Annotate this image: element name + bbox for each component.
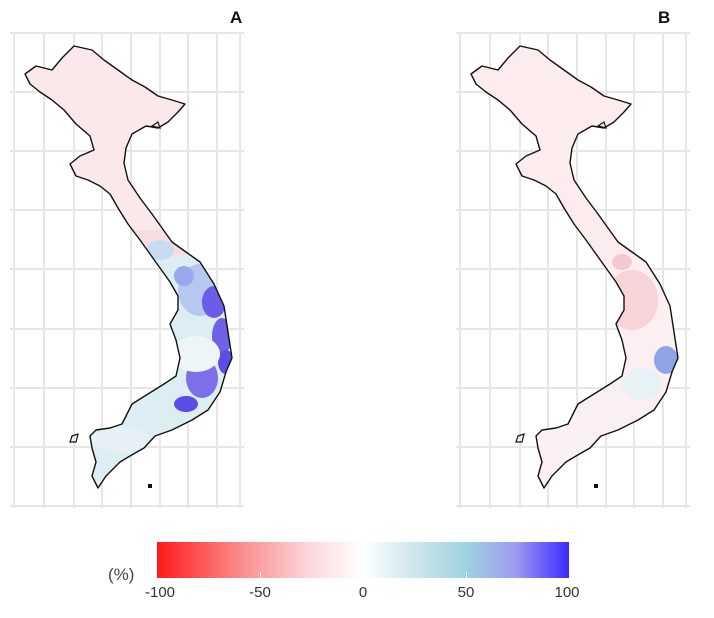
island-b-3 [596, 121, 607, 129]
island-b-1 [515, 433, 525, 443]
vietnam-outline-a [24, 45, 233, 489]
legend-tickmark [363, 572, 364, 578]
legend-tickmark [466, 572, 467, 578]
legend-tickmark [260, 572, 261, 578]
legend-tick-label: 100 [554, 584, 580, 601]
map-panel-b-svg [456, 32, 690, 508]
legend-tick-label: 0 [358, 584, 368, 601]
vietnam-outline-b [470, 45, 679, 489]
island-b-2 [594, 484, 598, 488]
legend-tick-label: -100 [144, 584, 176, 601]
legend-tick-label: 50 [457, 584, 475, 601]
island-a-2 [148, 484, 152, 488]
map-panel-a-svg [10, 32, 244, 508]
legend-unit-label: (%) [108, 565, 135, 584]
panel-label-b: B [658, 8, 671, 27]
legend-tick-label: -50 [249, 584, 271, 601]
map-panel-a: A [0, 0, 260, 520]
panel-label-a: A [230, 8, 243, 27]
island-a-1 [69, 433, 79, 443]
island-a-3 [150, 121, 161, 129]
map-panel-b: B [446, 0, 706, 520]
